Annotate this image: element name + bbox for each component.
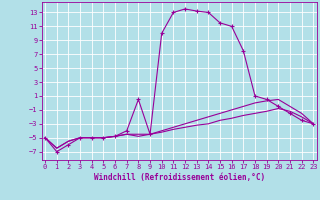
X-axis label: Windchill (Refroidissement éolien,°C): Windchill (Refroidissement éolien,°C) (94, 173, 265, 182)
